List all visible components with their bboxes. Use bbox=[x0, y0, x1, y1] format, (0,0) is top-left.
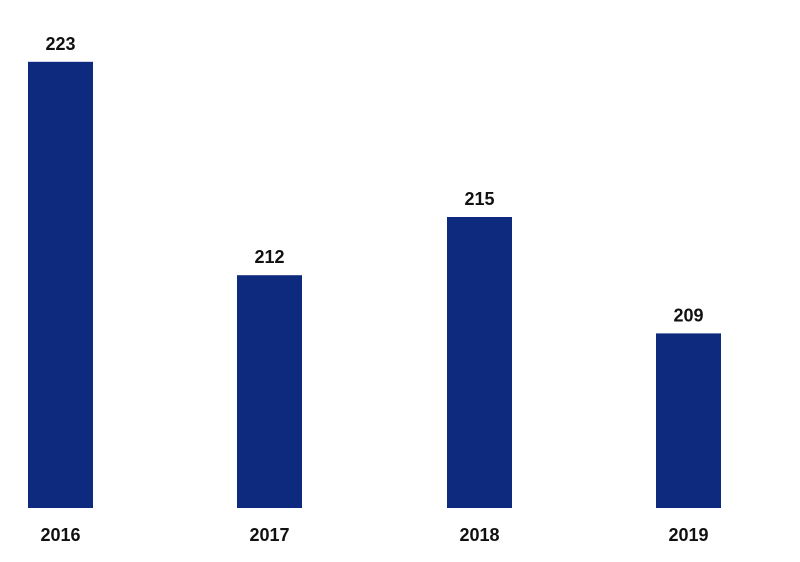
data-label-2018: 215 bbox=[464, 189, 494, 209]
x-tick-label-2019: 2019 bbox=[668, 525, 708, 545]
data-label-2016: 223 bbox=[45, 34, 75, 54]
bar-2019 bbox=[656, 333, 721, 508]
x-tick-label-2018: 2018 bbox=[459, 525, 499, 545]
bar-2017 bbox=[237, 275, 302, 508]
data-label-2017: 212 bbox=[254, 247, 284, 267]
x-tick-label-2016: 2016 bbox=[40, 525, 80, 545]
x-tick-label-2017: 2017 bbox=[249, 525, 289, 545]
bar-2016 bbox=[28, 61, 93, 509]
data-label-2019: 209 bbox=[673, 305, 703, 325]
bar-2018 bbox=[447, 217, 512, 508]
